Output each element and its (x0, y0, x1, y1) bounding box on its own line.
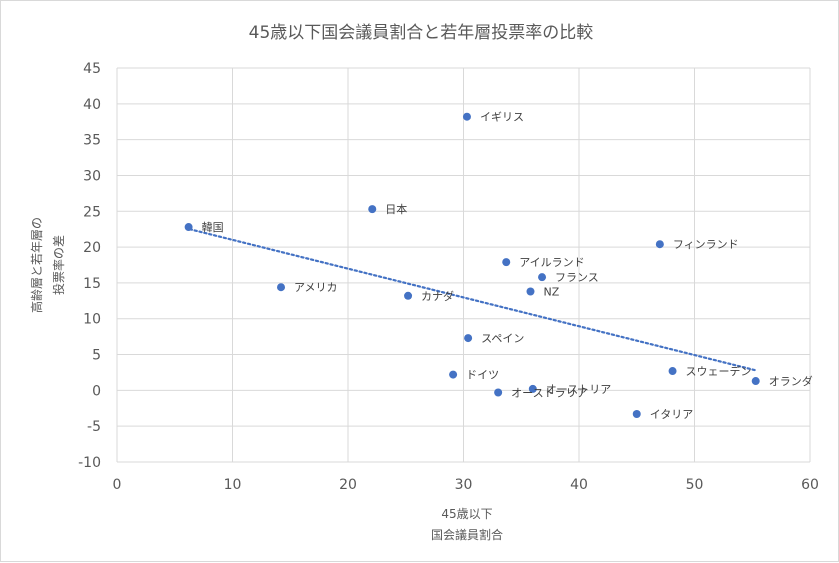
data-point (632, 410, 641, 419)
data-point (184, 223, 193, 232)
x-tick-label: 50 (686, 477, 704, 493)
data-label: オランダ (769, 374, 813, 388)
y-tick-label: 5 (92, 348, 101, 364)
x-tick-label: 60 (801, 477, 819, 493)
gridlines (116, 67, 811, 463)
data-point (462, 112, 471, 121)
data-point (464, 334, 473, 343)
x-axis-title-line-1: 45歳以下 (441, 507, 492, 521)
data-point (277, 283, 286, 292)
y-tick-label: 20 (83, 240, 101, 256)
y-tick-label: 30 (83, 168, 101, 184)
trendline (188, 228, 757, 372)
x-tick-label: 0 (113, 477, 122, 493)
chart-title: 45歳以下国会議員割合と若年層投票率の比較 (249, 23, 594, 43)
data-label: カナダ (421, 289, 454, 303)
data-label: スウェーデン (686, 364, 752, 378)
data-label: 日本 (385, 202, 407, 216)
data-label: イタリア (650, 408, 694, 421)
y-tick-label: 10 (83, 312, 101, 328)
x-axis-title-line-2: 国会議員割合 (431, 527, 503, 542)
data-label: ドイツ (466, 369, 499, 382)
data-point (449, 370, 458, 379)
data-label: イギリス (480, 111, 524, 124)
y-axis-title-line-1: 高齢層と若年層の (29, 217, 44, 313)
data-label: アメリカ (294, 281, 337, 294)
x-tick-label: 10 (224, 477, 242, 493)
x-tick-label: 20 (339, 477, 357, 493)
data-point (668, 367, 677, 376)
data-points (184, 112, 760, 419)
y-tick-label: -5 (87, 419, 101, 435)
y-tick-label: 45 (83, 61, 101, 77)
x-tick-label: 40 (570, 477, 588, 493)
x-tick-label: 30 (455, 477, 473, 493)
data-point (368, 205, 377, 214)
data-point (538, 273, 547, 282)
y-tick-label: 35 (83, 133, 101, 149)
data-label: オーストリア (546, 383, 611, 396)
data-label: 韓国 (202, 221, 224, 234)
y-tick-label: 40 (83, 97, 101, 113)
data-label: アイルランド (519, 256, 584, 269)
data-point (528, 384, 537, 393)
y-axis-ticks: -10 -5 0 5 10 15 20 25 30 35 40 45 (78, 61, 101, 471)
y-axis-title-line-2: 投票率の差 (51, 235, 66, 295)
data-label: NZ (543, 286, 559, 299)
y-tick-label: 0 (92, 383, 101, 399)
y-tick-label: 25 (83, 204, 101, 220)
x-axis-ticks: 0 10 20 30 40 50 60 (113, 477, 819, 493)
data-point (526, 287, 535, 296)
data-point (655, 240, 664, 249)
data-label: スペイン (481, 332, 524, 345)
data-label: フランス (555, 271, 599, 284)
data-point (494, 388, 503, 397)
data-point (751, 377, 760, 386)
y-tick-label: 15 (83, 276, 101, 292)
y-tick-label: -10 (78, 455, 101, 471)
data-label: フィンランド (673, 238, 739, 251)
data-point (404, 291, 413, 300)
data-label: オーストラリア (511, 387, 587, 400)
data-point (502, 258, 511, 267)
